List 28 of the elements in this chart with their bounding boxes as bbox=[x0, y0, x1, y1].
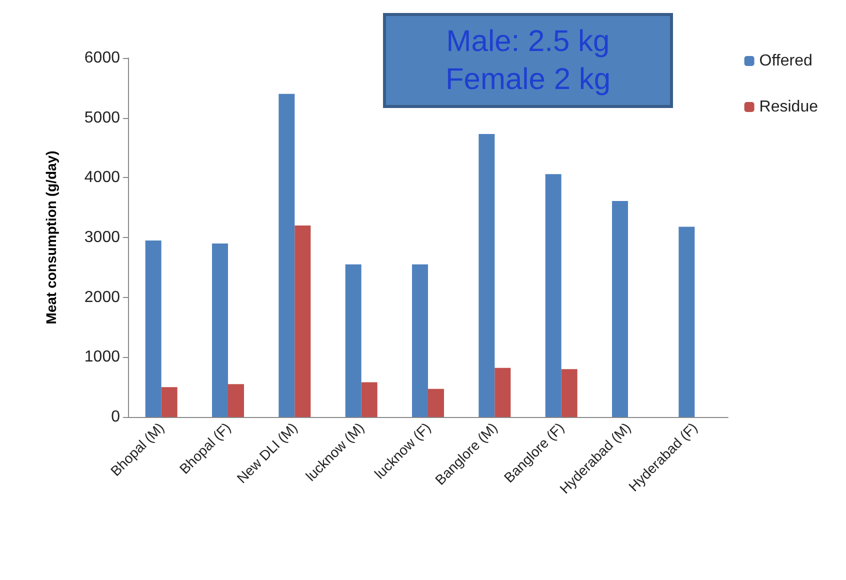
note-box: Male: 2.5 kg Female 2 kg bbox=[383, 13, 673, 108]
bar bbox=[561, 369, 578, 417]
y-tick-label: 1000 bbox=[84, 348, 120, 366]
bar bbox=[678, 226, 695, 417]
y-axis-title: Meat consumption (g/day) bbox=[43, 150, 59, 324]
y-tick-label: 0 bbox=[111, 408, 120, 426]
y-tick-label: 2000 bbox=[84, 288, 120, 306]
bar bbox=[278, 94, 295, 417]
bar bbox=[145, 240, 162, 417]
legend-label: Offered bbox=[759, 52, 812, 70]
bar bbox=[612, 201, 628, 417]
bar bbox=[428, 388, 444, 417]
bar bbox=[494, 368, 511, 417]
y-tick-label: 4000 bbox=[84, 169, 120, 186]
bar bbox=[545, 174, 562, 417]
bar bbox=[212, 243, 228, 417]
annotation: Female 2 kg bbox=[445, 62, 611, 98]
y-tick-label: 3000 bbox=[84, 229, 120, 246]
legend-label: Residue bbox=[759, 98, 818, 116]
bar bbox=[228, 384, 244, 417]
bar bbox=[161, 387, 178, 417]
bar bbox=[294, 226, 311, 417]
bar bbox=[345, 264, 362, 417]
y-tick-label: 6000 bbox=[84, 50, 120, 66]
bar bbox=[361, 382, 378, 417]
y-tick-label: 5000 bbox=[84, 109, 120, 126]
bar bbox=[412, 264, 428, 417]
bar bbox=[478, 134, 495, 417]
